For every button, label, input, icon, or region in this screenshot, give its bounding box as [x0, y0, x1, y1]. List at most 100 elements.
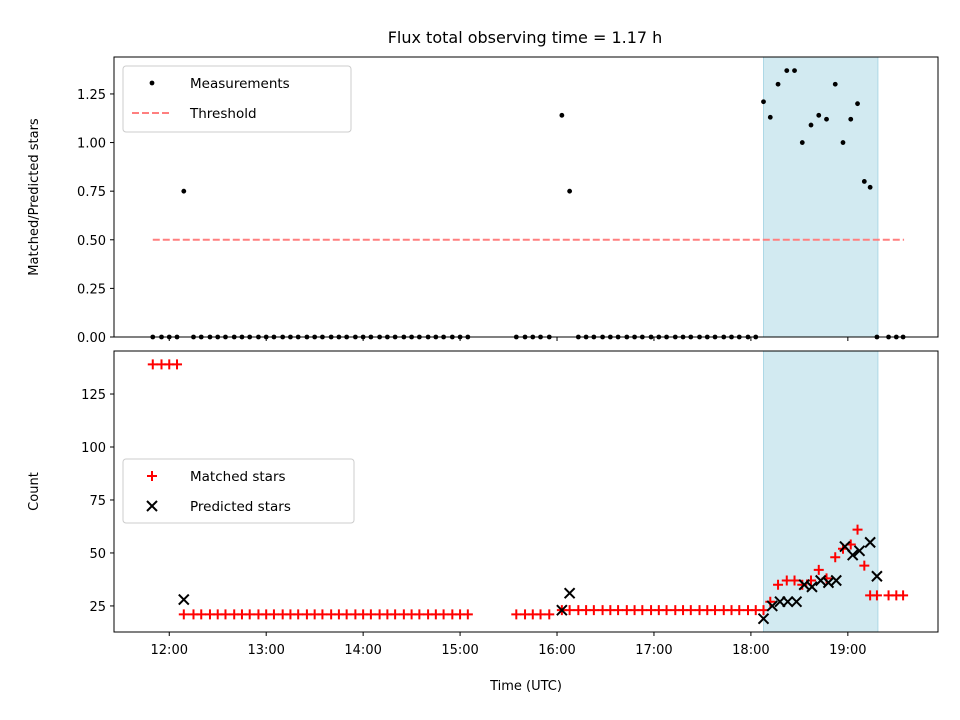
data-point [556, 604, 568, 616]
legend-label: Threshold [189, 106, 257, 122]
data-point [830, 574, 842, 587]
data-point [637, 605, 648, 616]
data-point [438, 609, 449, 620]
x-axis-label: Time (UTC) [489, 679, 562, 694]
data-point [734, 605, 745, 616]
data-point [544, 609, 555, 620]
legend-label: Measurements [190, 76, 290, 92]
data-point [766, 600, 778, 612]
data-point [790, 595, 803, 608]
data-point [341, 609, 352, 620]
data-point [761, 99, 766, 105]
data-point [867, 184, 873, 190]
series-matched-stars [147, 359, 909, 620]
data-point [293, 609, 304, 620]
data-point [172, 359, 183, 370]
legend-box [122, 65, 352, 133]
x-tick-label: 14:00 [344, 643, 381, 658]
top-panel-ratio: 0.00 0.25 0.50 0.75 1.00 1.25 Matched/Predicte… [27, 56, 939, 346]
y-tick-label: 100 [81, 441, 106, 456]
data-point [848, 116, 854, 122]
data-point [757, 612, 770, 625]
y-tick-label: 1.00 [77, 137, 106, 152]
legend: Measurements Threshold [122, 65, 352, 133]
y-tick-label: 0.25 [77, 282, 106, 297]
legend-box [122, 458, 355, 524]
data-point [784, 68, 790, 74]
bottom-panel-counts: 25 50 75 100 125 12:00 13:00 14:00 15:00 16:00 17:… [27, 350, 939, 694]
legend-label: Matched stars [190, 469, 286, 485]
shaded-observing-window [763, 350, 879, 633]
chart-title: Flux total observing time = 1.17 h [388, 28, 663, 47]
y-tick-label: 75 [89, 494, 106, 509]
data-point [365, 609, 376, 620]
data-point [782, 595, 794, 608]
x-tick-label: 17:00 [635, 643, 672, 658]
data-point [806, 581, 818, 593]
data-point [710, 605, 721, 616]
data-point [840, 140, 846, 145]
data-point [511, 609, 522, 620]
data-point [861, 179, 867, 184]
data-point [181, 188, 187, 194]
data-point [871, 590, 882, 601]
data-point [414, 609, 425, 620]
data-point [853, 545, 866, 557]
data-point [855, 101, 860, 107]
data-point [871, 570, 883, 582]
data-point [864, 536, 876, 549]
y-axis-label: Count [27, 472, 42, 511]
data-point [178, 609, 189, 620]
x-tick-label: 16:00 [538, 643, 575, 658]
data-point [846, 549, 859, 561]
data-point [535, 609, 546, 620]
y-tick-label: 25 [89, 600, 106, 615]
axes-frame [113, 56, 939, 338]
y-axis-label: Matched/Predicted stars [27, 118, 42, 276]
data-point [196, 609, 207, 620]
data-point [792, 68, 797, 74]
data-point [462, 609, 473, 620]
data-point [317, 609, 328, 620]
x-tick-label: 18:00 [732, 643, 769, 658]
data-point [773, 579, 784, 590]
data-point [613, 605, 624, 616]
data-point [588, 605, 599, 616]
x-tick-label: 15:00 [441, 643, 478, 658]
data-point [559, 112, 565, 118]
data-point [564, 605, 575, 616]
y-tick-label: 50 [89, 547, 106, 562]
data-point [244, 609, 255, 620]
legend-predicted-stars-swatch [146, 500, 158, 512]
y-tick-label: 125 [81, 388, 106, 403]
data-point [813, 564, 824, 575]
data-point [563, 587, 576, 599]
data-point [767, 114, 773, 120]
data-point [147, 359, 158, 370]
data-point [830, 552, 841, 563]
data-point [898, 590, 909, 601]
axes-frame [113, 350, 939, 633]
data-point [220, 609, 231, 620]
data-point [789, 575, 800, 586]
data-point [567, 188, 573, 194]
data-point [775, 81, 781, 87]
y-tick-label: 1.25 [77, 88, 106, 103]
data-point [390, 609, 401, 620]
data-point [808, 122, 814, 128]
data-point [852, 524, 863, 535]
data-point [685, 605, 696, 616]
x-tick-label: 19:00 [829, 643, 866, 658]
data-point [824, 116, 829, 122]
shaded-observing-window [763, 56, 879, 338]
y-tick-label: 0.50 [77, 234, 106, 249]
data-point [661, 605, 672, 616]
series-predicted-stars [178, 536, 883, 625]
legend-label: Predicted stars [190, 499, 291, 515]
legend: Matched stars Predicted stars [122, 458, 355, 524]
x-tick-label: 12:00 [151, 643, 188, 658]
data-point [268, 609, 279, 620]
y-tick-label: 0.00 [77, 331, 106, 346]
x-tick-label: 13:00 [247, 643, 284, 658]
